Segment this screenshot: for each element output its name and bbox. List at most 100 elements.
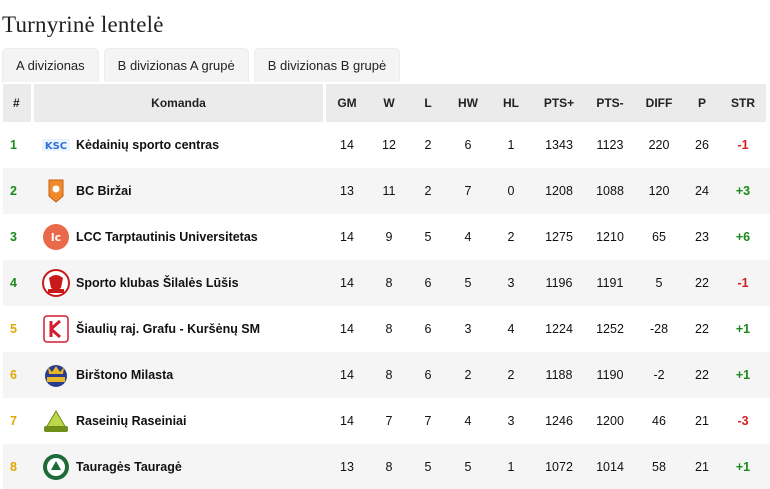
row-team[interactable]: Sporto klubas Šilalės Lūšis xyxy=(34,260,323,306)
row-hw: 5 xyxy=(464,276,472,290)
row-hl: 1 xyxy=(507,460,515,474)
row-hw: 5 xyxy=(464,460,472,474)
raseiniai-logo-icon xyxy=(42,407,70,435)
row-hl: 3 xyxy=(507,276,515,290)
row-w: 7 xyxy=(385,414,393,428)
row-l: 5 xyxy=(424,230,432,244)
row-diff: 46 xyxy=(652,414,666,428)
row-team-name[interactable]: Birštono Milasta xyxy=(76,368,174,382)
row-position: 8 xyxy=(10,460,17,474)
row-points: 24 xyxy=(695,184,709,198)
row-pts-plus: 1246 xyxy=(545,414,573,428)
row-streak: -3 xyxy=(737,414,749,428)
row-team[interactable]: Birštono Milasta xyxy=(34,352,323,398)
row-hl: 0 xyxy=(507,184,515,198)
row-l: 6 xyxy=(424,322,432,336)
row-diff: -28 xyxy=(649,322,669,336)
row-position: 4 xyxy=(10,276,17,290)
table-row[interactable]: 4 Sporto klubas Šilalės Lūšis 14 8 6 5 3 1196 11… xyxy=(3,260,770,306)
tab-a-divizionas[interactable]: A divizionas xyxy=(2,48,99,82)
header-str[interactable]: STR xyxy=(720,84,766,122)
row-gm: 14 xyxy=(340,414,354,428)
row-pts-minus: 1014 xyxy=(596,460,624,474)
row-hw: 7 xyxy=(464,184,472,198)
table-header: # Komanda GM W L HW HL PTS+ PTS- DIFF P … xyxy=(3,84,770,122)
row-gm: 14 xyxy=(340,230,354,244)
row-team[interactable]: Raseinių Raseiniai xyxy=(34,398,323,444)
table-row[interactable]: 7 Raseinių Raseiniai 14 7 7 4 3 1246 1200 46 21 -3 xyxy=(3,398,770,444)
row-team-name[interactable]: Tauragės Tauragė xyxy=(76,460,182,474)
table-row[interactable]: 3 lc LCC Tarptautinis Universitetas 14 9 5 4 2 1… xyxy=(3,214,770,260)
header-diff[interactable]: DIFF xyxy=(634,84,684,122)
row-team-name[interactable]: Raseinių Raseiniai xyxy=(76,414,187,428)
row-streak: +1 xyxy=(735,368,751,382)
tab-b-divizionas-b-grupe[interactable]: B divizionas B grupė xyxy=(253,48,401,82)
row-w: 8 xyxy=(385,368,393,382)
row-pts-minus: 1088 xyxy=(596,184,624,198)
header-hw[interactable]: HW xyxy=(446,84,490,122)
row-hw: 3 xyxy=(464,322,472,336)
row-team[interactable]: BC Biržai xyxy=(34,168,323,214)
row-gm: 14 xyxy=(340,322,354,336)
taurage-logo-icon xyxy=(42,453,70,481)
grafu-logo-icon xyxy=(42,315,70,343)
tab-b-divizionas-a-grupe[interactable]: B divizionas A grupė xyxy=(103,48,249,82)
row-points: 21 xyxy=(695,414,709,428)
row-team-name[interactable]: Sporto klubas Šilalės Lūšis xyxy=(76,276,239,290)
row-pts-plus: 1275 xyxy=(545,230,573,244)
header-pts-plus[interactable]: PTS+ xyxy=(532,84,586,122)
row-pts-plus: 1188 xyxy=(545,368,573,382)
table-row[interactable]: 5 Šiaulių raj. Grafu - Kuršėnų SM 14 8 6 3 4 12… xyxy=(3,306,770,352)
birzai-logo-icon xyxy=(42,177,70,205)
table-row[interactable]: 1 KSC Kėdainių sporto centras 14 12 2 6 1 1343 11… xyxy=(3,122,770,168)
row-streak: -1 xyxy=(737,138,749,152)
row-streak: +1 xyxy=(735,460,751,474)
row-hw: 2 xyxy=(464,368,472,382)
row-diff: 220 xyxy=(648,138,670,152)
row-team[interactable]: lc LCC Tarptautinis Universitetas xyxy=(34,214,323,260)
row-points: 26 xyxy=(695,138,709,152)
row-w: 8 xyxy=(385,460,393,474)
row-w: 9 xyxy=(385,230,393,244)
row-gm: 14 xyxy=(340,276,354,290)
division-tabs: A divizionas B divizionas A grupė B divi… xyxy=(2,48,401,82)
row-l: 6 xyxy=(424,276,432,290)
header-l[interactable]: L xyxy=(410,84,446,122)
row-w: 12 xyxy=(382,138,396,152)
table-row[interactable]: 8 Tauragės Tauragė 13 8 5 5 1 1072 1014 58 21 +1 xyxy=(3,444,770,489)
row-team-name[interactable]: Kėdainių sporto centras xyxy=(76,138,220,152)
header-gm[interactable]: GM xyxy=(326,84,368,122)
header-hl[interactable]: HL xyxy=(490,84,532,122)
row-points: 21 xyxy=(695,460,709,474)
row-diff: 65 xyxy=(652,230,666,244)
row-w: 11 xyxy=(382,184,396,198)
header-w[interactable]: W xyxy=(368,84,410,122)
table-row[interactable]: 6 Birštono Milasta 14 8 6 2 2 1188 1190 -2 22 +1 xyxy=(3,352,770,398)
row-hl: 1 xyxy=(507,138,515,152)
row-hw: 6 xyxy=(464,138,472,152)
row-position: 1 xyxy=(10,138,17,152)
header-p[interactable]: P xyxy=(684,84,720,122)
row-team-name[interactable]: BC Biržai xyxy=(76,184,132,198)
row-team[interactable]: KSC Kėdainių sporto centras xyxy=(34,122,323,168)
row-hl: 2 xyxy=(507,368,515,382)
row-team-name[interactable]: Šiaulių raj. Grafu - Kuršėnų SM xyxy=(76,322,261,336)
row-team[interactable]: Tauragės Tauragė xyxy=(34,444,323,489)
row-pts-plus: 1224 xyxy=(545,322,573,336)
row-pts-minus: 1200 xyxy=(596,414,624,428)
row-diff: 58 xyxy=(652,460,666,474)
header-team[interactable]: Komanda xyxy=(34,84,323,122)
table-row[interactable]: 2 BC Biržai 13 11 2 7 0 1208 1088 120 24 +3 xyxy=(3,168,770,214)
row-position: 3 xyxy=(10,230,17,244)
row-diff: 120 xyxy=(648,184,670,198)
row-position: 7 xyxy=(10,414,17,428)
row-streak: +1 xyxy=(735,322,751,336)
row-team[interactable]: Šiaulių raj. Grafu - Kuršėnų SM xyxy=(34,306,323,352)
row-hl: 2 xyxy=(507,230,515,244)
row-pts-plus: 1208 xyxy=(545,184,573,198)
header-num[interactable]: # xyxy=(3,84,31,122)
row-team-name[interactable]: LCC Tarptautinis Universitetas xyxy=(76,230,258,244)
header-pts-minus[interactable]: PTS- xyxy=(586,84,634,122)
row-gm: 14 xyxy=(340,138,354,152)
standings-table: # Komanda GM W L HW HL PTS+ PTS- DIFF P … xyxy=(3,84,770,489)
